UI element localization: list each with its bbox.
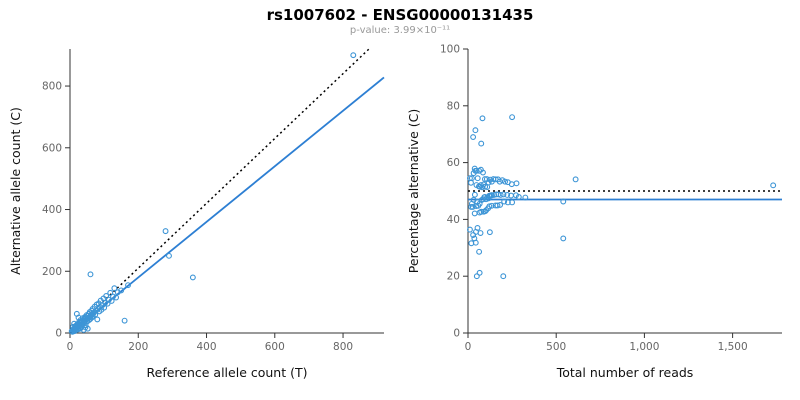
data-point [494,202,501,209]
y-axis-label: Alternative allele count (C) [8,107,23,275]
data-point [483,207,490,213]
data-point [70,323,77,330]
data-point [94,316,101,323]
chart-subtitle: p-value: 3.99×10⁻¹¹ [349,25,451,36]
x-axis-label: Reference allele count (T) [147,365,308,380]
data-point [509,114,516,121]
plots-row: 0 200 400 600 800 0 200 400 600 800 Reference alle… [0,39,800,391]
x-tick-label: 400 [196,341,216,353]
chart-title: rs1007602 - ENSG00000131435 [266,6,534,24]
data-point [472,239,479,246]
data-point [497,201,504,208]
y-tick-label: 0 [453,328,460,340]
data-point [87,271,94,278]
y-tick-label: 800 [42,81,62,93]
x-tick-label: 800 [333,341,353,353]
data-point [504,199,511,206]
left-scatter-plot: 0 200 400 600 800 0 200 400 600 800 Reference alle… [4,39,398,391]
data-point [500,273,507,280]
data-point [478,208,485,215]
data-point [486,229,493,236]
x-tick-label: 600 [265,341,285,353]
data-point [92,311,99,318]
data-point [497,192,504,198]
data-point [479,115,486,122]
data-point [501,198,508,205]
data-point [118,287,125,294]
data-point [75,314,82,321]
x-tick-label: 0 [465,341,472,353]
data-point [500,191,507,198]
x-tick-label: 1,500 [718,341,748,353]
data-point [189,274,196,281]
data-point [522,194,529,201]
data-point [468,179,474,186]
y-tick-label: 100 [440,44,460,56]
data-point [472,127,479,134]
data-point [477,230,484,236]
data-point [125,282,131,289]
fit-line [69,76,385,334]
data-point [71,320,78,327]
y-tick-label: 80 [447,100,460,112]
data-point [469,203,476,210]
data-point [473,273,480,280]
y-tick-label: 60 [447,157,460,169]
data-point [485,179,492,186]
y-tick-label: 600 [42,142,62,154]
data-point [121,317,128,324]
data-point [488,202,495,209]
figure-header: rs1007602 - ENSG00000131435 p-value: 3.9… [0,0,800,37]
plot-canvas: 0 200 400 600 800 0 200 400 600 800 Reference alle… [8,48,385,380]
data-point [350,52,357,59]
data-point [515,194,522,200]
y-tick-label: 20 [447,271,460,283]
x-tick-label: 0 [67,341,74,353]
data-point [509,199,516,206]
x-axis-label: Total number of reads [556,365,694,380]
x-tick-label: 1,000 [629,341,659,353]
data-point [103,293,110,299]
data-point [166,252,172,259]
data-point [113,294,120,301]
data-point [107,289,114,296]
y-axis-label: Percentage alternative (C) [406,109,421,273]
data-point [513,180,520,187]
x-tick-label: 200 [128,341,148,353]
data-point [478,140,485,147]
data-point [471,191,478,198]
right-scatter-plot: 0 500 1,000 1,500 0 20 40 60 80 100 Total number o… [402,39,796,391]
identity-line [69,48,370,334]
data-point [162,228,169,235]
data-point [480,169,486,176]
y-tick-label: 400 [42,204,62,216]
data-point [474,224,481,231]
data-point [476,248,483,255]
data-point [508,181,515,188]
data-point [560,198,567,205]
data-point [468,175,475,182]
data-point [502,178,508,185]
y-tick-label: 200 [42,266,62,278]
y-tick-label: 0 [55,328,62,340]
data-point [110,293,116,300]
data-point [504,192,511,198]
data-point [470,134,477,140]
data-point [560,235,567,242]
data-point [482,183,489,190]
data-point [572,176,579,183]
plot-canvas: 0 500 1,000 1,500 0 20 40 60 80 100 Total number o… [406,44,782,380]
data-point [111,285,118,292]
y-tick-label: 40 [447,214,460,226]
data-point [474,175,481,182]
data-point [466,226,473,233]
x-tick-label: 500 [546,341,566,353]
data-point [77,325,84,332]
data-point [82,324,89,331]
data-point [105,296,112,303]
data-point [770,182,777,189]
data-point [471,210,478,217]
data-point [476,269,483,276]
